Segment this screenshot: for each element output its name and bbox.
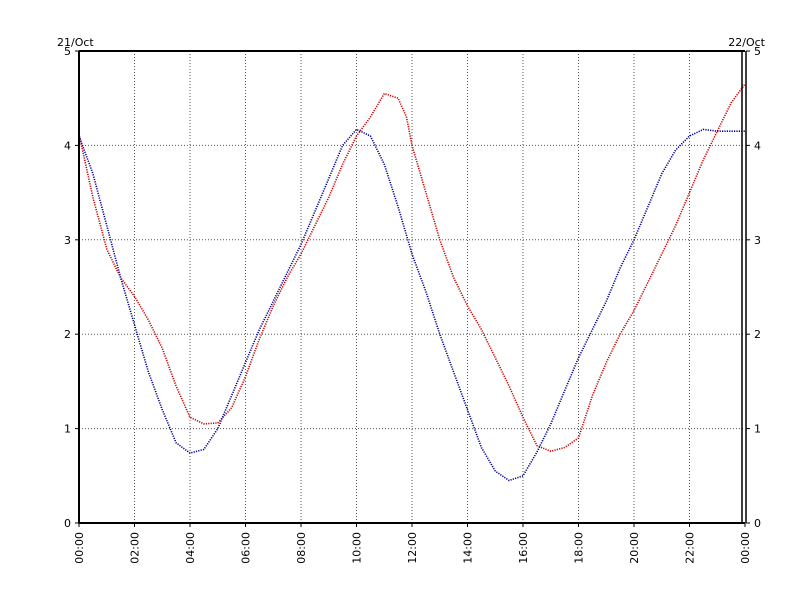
x-tick-label: 00:00 <box>739 532 752 564</box>
x-tick-label: 22:00 <box>684 532 697 564</box>
x-tick-label: 20:00 <box>628 532 641 564</box>
date-label-start: 21/Oct <box>57 36 94 49</box>
series-line-2 <box>78 128 745 482</box>
x-tick-label: 02:00 <box>129 532 142 564</box>
y-tick-label-right: 5 <box>754 45 761 58</box>
x-tick-label: 12:00 <box>406 532 419 564</box>
y-tick-label-right: 0 <box>754 517 761 530</box>
y-tick-label-left: 0 <box>64 517 71 530</box>
date-label-end: 22/Oct <box>728 36 765 49</box>
y-tick-label-right: 2 <box>754 328 761 341</box>
y-tick-label-left: 5 <box>64 45 71 58</box>
y-tick-label-left: 2 <box>64 328 71 341</box>
x-tick-label: 04:00 <box>184 532 197 564</box>
y-tick-label-right: 1 <box>754 423 761 436</box>
series-line-1 <box>78 83 746 453</box>
x-tick-label: 00:00 <box>73 532 86 564</box>
x-tick-label: 16:00 <box>517 532 530 564</box>
y-tick-label-left: 4 <box>64 139 71 152</box>
y-tick-label-right: 4 <box>754 139 761 152</box>
x-tick-label: 14:00 <box>462 532 475 564</box>
x-tick-label: 08:00 <box>295 532 308 564</box>
y-tick-label-right: 3 <box>754 234 761 247</box>
y-tick-label-left: 3 <box>64 234 71 247</box>
x-tick-label: 10:00 <box>351 532 364 564</box>
x-tick-label: 18:00 <box>573 532 586 564</box>
y-tick-label-left: 1 <box>64 423 71 436</box>
x-tick-label: 06:00 <box>240 532 253 564</box>
